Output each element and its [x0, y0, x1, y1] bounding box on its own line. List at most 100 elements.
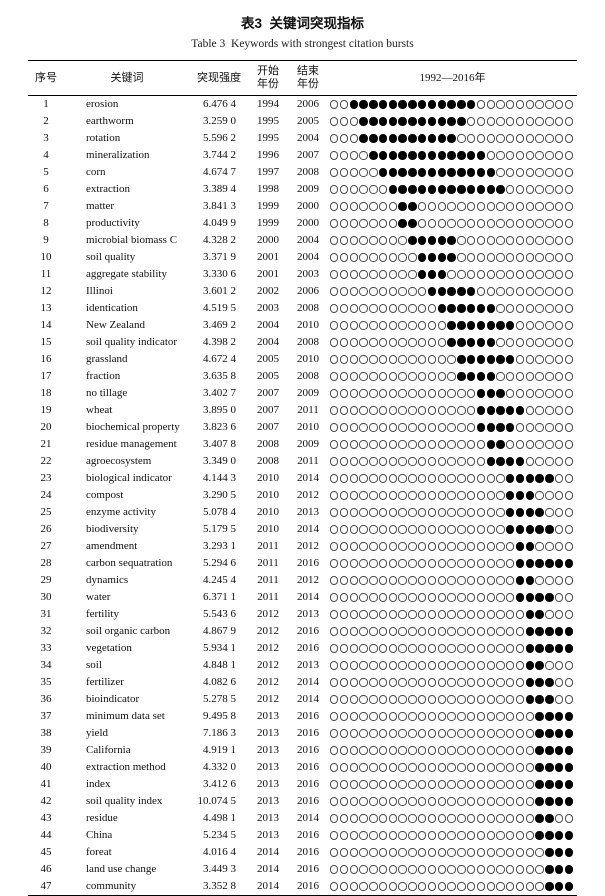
- timeline-cell: [328, 674, 577, 691]
- burst-year-dot-empty: [427, 389, 437, 398]
- burst-year-dot-empty: [476, 814, 486, 823]
- burst-year-dot-filled: [457, 338, 466, 347]
- burst-year-dot-empty: [398, 338, 407, 347]
- burst-year-dot-empty: [554, 610, 564, 619]
- start-year-cell: 2013: [257, 727, 279, 739]
- burst-year-dot-empty: [369, 185, 378, 194]
- burst-year-dot-empty: [349, 542, 358, 551]
- burst-year-dot-empty: [398, 593, 407, 602]
- index-cell: 47: [40, 880, 52, 892]
- burst-year-dot-empty: [486, 661, 495, 670]
- burst-year-dot-empty: [339, 780, 349, 789]
- burst-year-dot-empty: [506, 848, 515, 857]
- burst-year-dot-empty: [486, 474, 495, 483]
- burst-year-dot-empty: [427, 406, 437, 415]
- burst-year-dot-empty: [535, 440, 544, 449]
- burst-year-dot-empty: [545, 372, 554, 381]
- burst-year-dot-empty: [447, 882, 456, 891]
- timeline-cell: [328, 113, 577, 130]
- burst-year-dot-empty: [437, 882, 446, 891]
- burst-year-dot-empty: [486, 763, 495, 772]
- strength-cell: 5.278 5: [203, 693, 236, 705]
- strength-cell: 4.919 1: [203, 744, 236, 756]
- burst-year-dot-empty: [525, 865, 535, 874]
- burst-year-dot-empty: [447, 270, 456, 279]
- burst-year-dot-empty: [525, 882, 535, 891]
- burst-year-dot-empty: [339, 270, 349, 279]
- burst-year-dot-filled: [535, 831, 544, 840]
- col-header-end-line1: 结束: [297, 65, 319, 77]
- burst-year-dot-empty: [378, 185, 388, 194]
- timeline-cell: [328, 657, 577, 674]
- burst-year-dot-filled: [398, 202, 407, 211]
- burst-year-dot-empty: [457, 712, 466, 721]
- index-cell: 32: [40, 625, 52, 637]
- burst-year-dot-empty: [398, 355, 407, 364]
- burst-year-dot-filled: [476, 304, 486, 313]
- burst-year-dot-empty: [349, 270, 358, 279]
- burst-year-dot-filled: [408, 134, 417, 143]
- burst-year-dot-filled: [535, 746, 544, 755]
- strength-cell: 9.495 8: [203, 710, 236, 722]
- burst-year-dot-empty: [388, 440, 398, 449]
- end-year-cell: 2016: [297, 795, 319, 807]
- burst-year-dot-empty: [408, 304, 417, 313]
- keyword-cell: foreat: [86, 846, 112, 858]
- burst-year-dot-empty: [447, 797, 456, 806]
- burst-year-dot-empty: [398, 559, 407, 568]
- end-year-cell: 2012: [297, 540, 319, 552]
- burst-year-dot-empty: [564, 219, 574, 228]
- burst-year-dot-empty: [359, 168, 368, 177]
- burst-year-dot-empty: [418, 372, 427, 381]
- burst-year-dot-filled: [447, 100, 456, 109]
- burst-year-dot-filled: [427, 100, 437, 109]
- burst-year-dot-empty: [525, 270, 535, 279]
- index-cell: 11: [40, 268, 52, 280]
- start-year-cell: 2010: [257, 523, 279, 535]
- burst-year-dot-empty: [388, 729, 398, 738]
- strength-cell: 6.371 1: [203, 591, 236, 603]
- burst-year-dot-empty: [525, 219, 535, 228]
- end-year-cell: 2013: [297, 659, 319, 671]
- burst-year-dot-empty: [330, 593, 339, 602]
- burst-year-dot-empty: [418, 406, 427, 415]
- burst-year-dot-empty: [359, 746, 368, 755]
- strength-cell: 6.476 4: [203, 98, 236, 110]
- burst-year-dot-empty: [378, 610, 388, 619]
- burst-year-dot-filled: [388, 151, 398, 160]
- burst-year-dot-empty: [359, 695, 368, 704]
- burst-year-dot-empty: [408, 270, 417, 279]
- burst-year-dot-empty: [447, 491, 456, 500]
- burst-year-dot-empty: [466, 542, 476, 551]
- keyword-cell: earthworm: [86, 115, 134, 127]
- burst-year-dot-empty: [398, 542, 407, 551]
- burst-year-dot-empty: [515, 253, 525, 262]
- burst-year-dot-empty: [515, 695, 525, 704]
- end-year-cell: 2016: [297, 642, 319, 654]
- burst-year-dot-empty: [349, 814, 358, 823]
- strength-cell: 4.848 1: [203, 659, 236, 671]
- keyword-cell: China: [86, 829, 113, 841]
- burst-year-dot-filled: [447, 185, 456, 194]
- burst-year-dot-empty: [447, 814, 456, 823]
- index-cell: 40: [40, 761, 52, 773]
- burst-year-dot-filled: [486, 440, 495, 449]
- burst-year-dot-empty: [554, 117, 564, 126]
- burst-year-dot-empty: [506, 712, 515, 721]
- burst-year-dot-empty: [388, 202, 398, 211]
- end-year-cell: 2016: [297, 846, 319, 858]
- burst-year-dot-empty: [349, 457, 358, 466]
- start-year-cell: 2001: [257, 251, 279, 263]
- burst-year-dot-empty: [418, 389, 427, 398]
- index-cell: 25: [40, 506, 52, 518]
- burst-year-dot-empty: [418, 576, 427, 585]
- burst-year-dot-empty: [388, 865, 398, 874]
- burst-year-dot-filled: [476, 423, 486, 432]
- burst-year-dot-filled: [378, 151, 388, 160]
- index-cell: 26: [40, 523, 52, 535]
- strength-cell: 10.074 5: [197, 795, 237, 807]
- burst-year-dot-filled: [437, 100, 446, 109]
- burst-year-dot-empty: [330, 321, 339, 330]
- burst-year-dot-empty: [427, 338, 437, 347]
- burst-year-dot-empty: [349, 491, 358, 500]
